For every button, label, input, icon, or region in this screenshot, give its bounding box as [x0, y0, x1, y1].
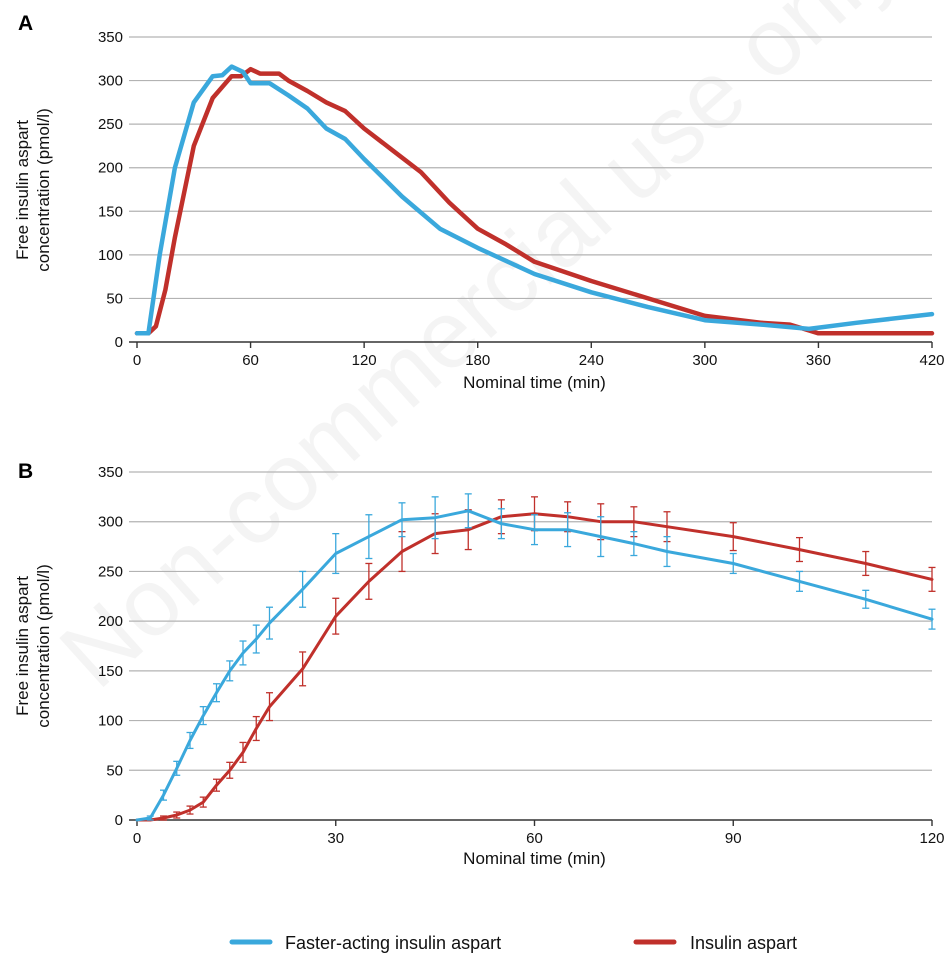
- panel-b-y-tick-label: 300: [98, 514, 123, 531]
- panel-a-y-axis-title-line: Free insulin aspart: [13, 120, 32, 260]
- panel-b-x-tick-label: 120: [919, 830, 944, 847]
- panel-a-x-tick-label: 420: [919, 352, 944, 369]
- panel-a-x-tick-label: 180: [465, 352, 490, 369]
- panel-a-x-axis-title: Nominal time (min): [463, 373, 606, 392]
- panel-b-y-axis-title-line: Free insulin aspart: [13, 576, 32, 716]
- panel-a-y-tick-label: 100: [98, 247, 123, 264]
- panel-a-y-tick-label: 50: [106, 290, 123, 307]
- panel-b-series-faster-acting: [135, 493, 936, 822]
- panel-a-series-faster-acting: [134, 64, 935, 336]
- panel-b-y-tick-label: 350: [98, 464, 123, 481]
- panel-a-y-tick-label: 150: [98, 203, 123, 220]
- legend-label-faster-acting: Faster-acting insulin aspart: [285, 933, 501, 953]
- panel-b-series-line: [135, 509, 934, 822]
- panel-b-y-tick-label: 150: [98, 663, 123, 680]
- panel-b-y-tick-label: 250: [98, 563, 123, 580]
- panel-a-x-tick-label: 300: [692, 352, 717, 369]
- panel-a-y-axis-title-line: concentration (pmol/l): [34, 108, 53, 271]
- panel-a-x-tick-label: 360: [806, 352, 831, 369]
- panel-b-y-tick-label: 200: [98, 613, 123, 630]
- panel-a-chart: A 0 50 100 150 200 250 300 350 0 60 120 180 240 300 360…: [13, 12, 945, 392]
- legend: Faster-acting insulin aspart Insulin asp…: [229, 933, 797, 953]
- panel-b-series-line: [135, 512, 934, 822]
- panel-a-series-line: [134, 66, 935, 336]
- panel-a-x-tick-label: 120: [352, 352, 377, 369]
- panel-a-series-line: [134, 64, 935, 336]
- panel-b-x-tick-label: 90: [725, 830, 742, 847]
- panel-a-y-tick-label: 200: [98, 160, 123, 177]
- panel-b-y-tick-label: 100: [98, 713, 123, 730]
- panel-a-x-tick-label: 240: [579, 352, 604, 369]
- panel-b-x-tick-label: 0: [133, 830, 141, 847]
- panel-a-y-axis-title: Free insulin aspart concentration (pmol/l…: [13, 108, 53, 271]
- panel-b-y-tick-label: 0: [115, 812, 123, 829]
- panel-a-y-tick-label: 350: [98, 29, 123, 46]
- panel-b-chart: B 0 50 100 150 200 250 300 350 0 30 60 90 120 Nominal …: [13, 460, 945, 868]
- panel-a-x-tick-label: 60: [242, 352, 259, 369]
- panel-b-x-axis-title: Nominal time (min): [463, 849, 606, 868]
- panel-b-y-axis-title: Free insulin aspart concentration (pmol/l…: [13, 564, 53, 727]
- panel-b-x-tick-label: 60: [526, 830, 543, 847]
- panel-b-y-tick-label: 50: [106, 762, 123, 779]
- panel-b-y-axis-title-line: concentration (pmol/l): [34, 564, 53, 727]
- panel-a-y-tick-label: 300: [98, 73, 123, 90]
- panel-a-y-tick-label: 0: [115, 334, 123, 351]
- panel-a-x-tick-label: 0: [133, 352, 141, 369]
- panel-a-letter: A: [18, 12, 33, 35]
- panel-b-x-tick-label: 30: [327, 830, 344, 847]
- panel-a-series-insulin-aspart: [134, 66, 935, 336]
- panel-a-y-tick-label: 250: [98, 116, 123, 133]
- panel-b-letter: B: [18, 460, 33, 483]
- legend-label-insulin-aspart: Insulin aspart: [690, 933, 797, 953]
